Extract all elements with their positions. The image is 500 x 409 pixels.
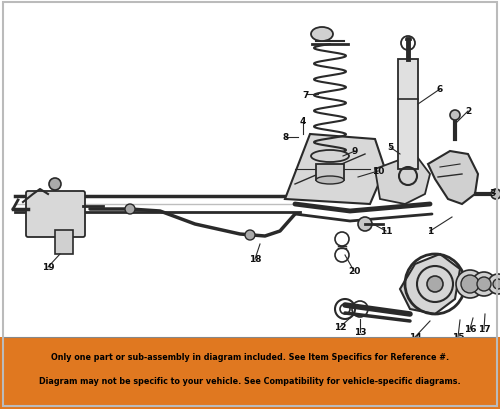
- Circle shape: [427, 276, 443, 292]
- Circle shape: [450, 111, 460, 121]
- Text: 14: 14: [408, 333, 422, 342]
- Bar: [55, 230, 73, 254]
- Text: 16: 16: [464, 325, 476, 334]
- Ellipse shape: [311, 28, 333, 42]
- Text: 20: 20: [348, 267, 360, 276]
- Text: 6: 6: [437, 85, 443, 94]
- Text: Only one part or sub-assembly in diagram included. See Item Specifics for Refere: Only one part or sub-assembly in diagram…: [51, 353, 449, 362]
- Text: 7: 7: [303, 90, 309, 99]
- Text: 9: 9: [352, 147, 358, 156]
- Bar: [3, 3, 497, 337]
- Text: 11: 11: [380, 227, 392, 236]
- Text: 8: 8: [283, 133, 289, 142]
- Text: 15: 15: [452, 333, 464, 342]
- Text: 1: 1: [427, 227, 433, 236]
- Text: 18: 18: [249, 255, 261, 264]
- Text: 10: 10: [372, 167, 384, 176]
- Circle shape: [493, 279, 500, 289]
- Text: 3: 3: [489, 189, 495, 198]
- Text: 12: 12: [334, 323, 346, 332]
- Text: 2: 2: [465, 107, 471, 116]
- Text: 13: 13: [354, 328, 366, 337]
- FancyBboxPatch shape: [26, 191, 85, 237]
- Bar: [316, 164, 344, 180]
- Polygon shape: [375, 155, 430, 204]
- Circle shape: [456, 270, 484, 298]
- Circle shape: [472, 272, 496, 296]
- Text: 4: 4: [300, 117, 306, 126]
- Circle shape: [358, 218, 372, 231]
- Text: Diagram may not be specific to your vehicle. See Compatibility for vehicle-speci: Diagram may not be specific to your vehi…: [39, 377, 461, 386]
- Text: 19: 19: [42, 263, 54, 272]
- Circle shape: [49, 179, 61, 191]
- Circle shape: [125, 204, 135, 214]
- Circle shape: [461, 275, 479, 293]
- Polygon shape: [400, 254, 460, 314]
- Polygon shape: [428, 152, 478, 204]
- Ellipse shape: [311, 151, 349, 163]
- Bar: [0, 337, 500, 409]
- Bar: [398, 60, 418, 170]
- Circle shape: [477, 277, 491, 291]
- Text: 17: 17: [478, 325, 490, 334]
- Circle shape: [491, 189, 500, 200]
- Circle shape: [245, 230, 255, 240]
- Polygon shape: [285, 135, 385, 204]
- Ellipse shape: [316, 177, 344, 184]
- Circle shape: [488, 274, 500, 294]
- Text: 5: 5: [387, 143, 393, 152]
